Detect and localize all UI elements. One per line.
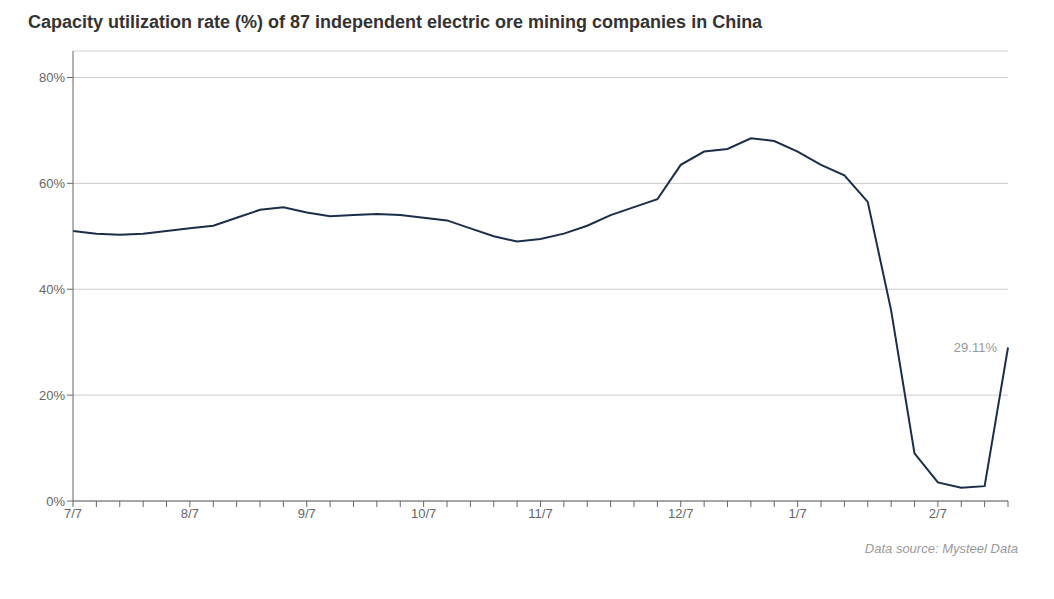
svg-text:29.11%: 29.11% — [954, 340, 998, 355]
svg-text:10/7: 10/7 — [411, 506, 436, 521]
svg-text:40%: 40% — [39, 282, 65, 297]
svg-text:0%: 0% — [46, 494, 65, 509]
svg-text:7/7: 7/7 — [64, 506, 82, 521]
svg-text:11/7: 11/7 — [528, 506, 552, 521]
svg-text:12/7: 12/7 — [668, 506, 693, 521]
svg-text:8/7: 8/7 — [181, 506, 199, 521]
html-text:Capacity utilization rate (%): Capacity utilization rate (%) of 87 inde… — [28, 12, 763, 32]
svg-text:20%: 20% — [39, 388, 65, 403]
svg-text:80%: 80% — [39, 70, 65, 85]
svg-text:1/7: 1/7 — [789, 506, 807, 521]
html-text:Data source: Mysteel Data: Data source: Mysteel Data — [864, 541, 1018, 556]
svg-text:9/7: 9/7 — [298, 506, 316, 521]
svg-text:60%: 60% — [39, 176, 65, 191]
svg-text:2/7: 2/7 — [929, 506, 947, 521]
